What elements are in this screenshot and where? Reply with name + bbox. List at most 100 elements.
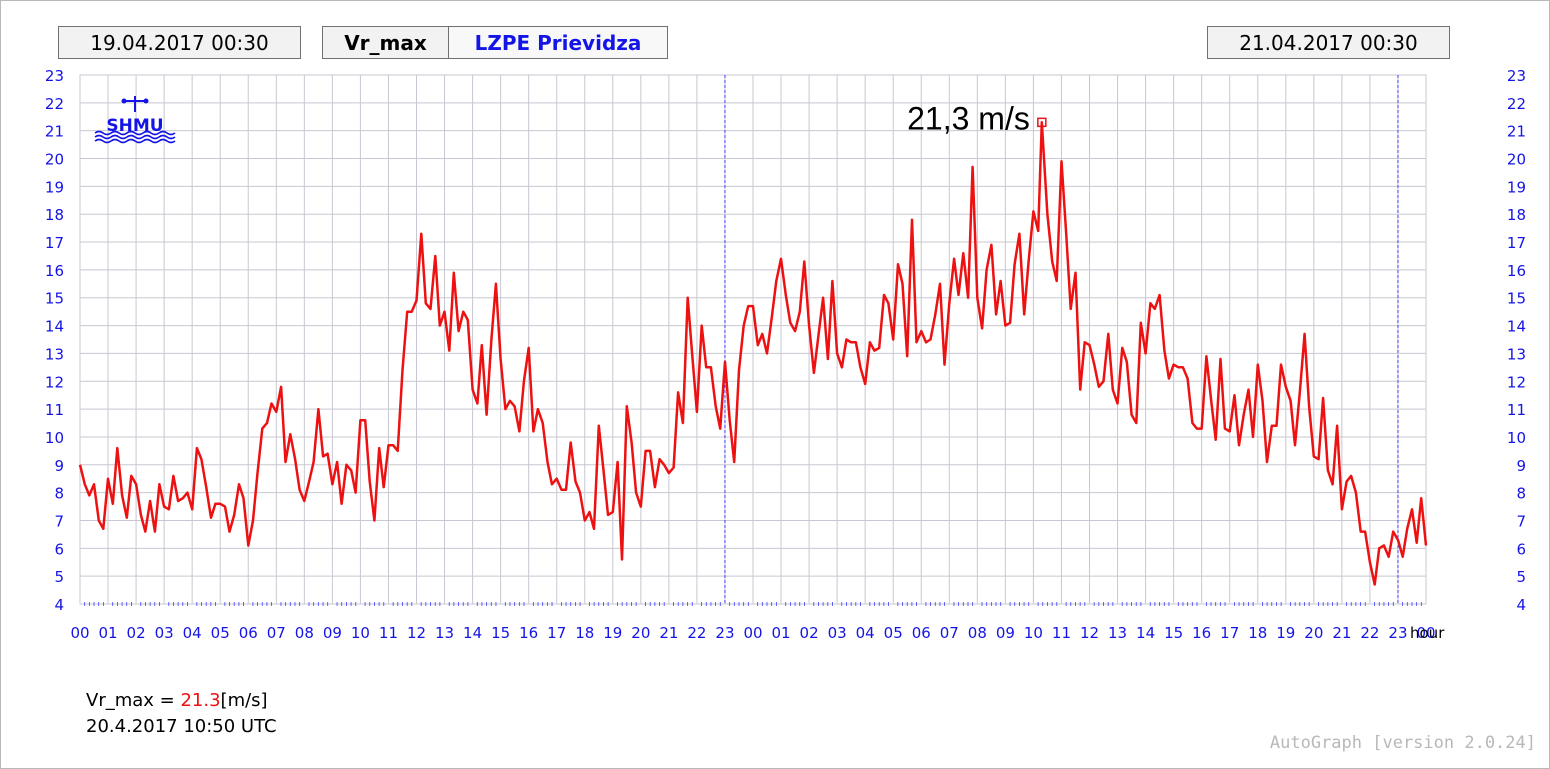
y-tick-label-left: 9 bbox=[54, 457, 64, 475]
y-tick-label-right: 23 bbox=[1507, 67, 1526, 85]
x-tick-label: 17 bbox=[547, 624, 566, 642]
start-date-label: 19.04.2017 00:30 bbox=[90, 30, 269, 55]
y-tick-label-left: 8 bbox=[54, 485, 64, 503]
x-tick-label: 18 bbox=[1248, 624, 1267, 642]
y-tick-label-right: 17 bbox=[1507, 234, 1526, 252]
x-tick-label: 14 bbox=[463, 624, 482, 642]
version-text: AutoGraph [version 2.0.24] bbox=[1269, 733, 1536, 753]
x-tick-label: 15 bbox=[491, 624, 510, 642]
y-tick-label-left: 12 bbox=[45, 373, 64, 391]
y-tick-label-left: 10 bbox=[45, 429, 64, 447]
x-tick-label: 19 bbox=[603, 624, 622, 642]
current-value-label: Vr_max = bbox=[86, 690, 175, 711]
x-tick-label: 12 bbox=[1080, 624, 1099, 642]
logo-text: SHMU bbox=[106, 116, 163, 136]
y-tick-label-right: 10 bbox=[1507, 429, 1526, 447]
x-tick-label: 17 bbox=[1220, 624, 1239, 642]
x-tick-label: 21 bbox=[659, 624, 678, 642]
x-axis: 00 01 02 03 04 05 06 07 08 09 10 11 12 13 14 15 16 17 18 19… bbox=[70, 624, 1445, 642]
y-tick-label-left: 6 bbox=[54, 540, 64, 558]
end-date-box[interactable]: 21.04.2017 00:30 bbox=[1207, 26, 1450, 59]
current-value-line: Vr_max = 21.3[m/s] bbox=[86, 690, 268, 711]
x-tick-label: 13 bbox=[435, 624, 454, 642]
x-tick-label: 13 bbox=[1108, 624, 1127, 642]
x-tick-label: 02 bbox=[127, 624, 146, 642]
y-tick-label-right: 19 bbox=[1507, 178, 1526, 196]
x-tick-label: 03 bbox=[828, 624, 847, 642]
variable-station-box: Vr_max LZPE Prievidza bbox=[322, 26, 668, 59]
y-tick-label-left: 7 bbox=[54, 512, 64, 530]
waves-icon bbox=[94, 130, 176, 144]
x-tick-label: 00 bbox=[743, 624, 762, 642]
x-tick-label: 16 bbox=[1192, 624, 1211, 642]
current-value-unit: [m/s] bbox=[220, 690, 268, 711]
y-tick-label-left: 14 bbox=[45, 318, 64, 336]
y-tick-label-right: 11 bbox=[1507, 401, 1526, 419]
x-tick-label: 19 bbox=[1276, 624, 1295, 642]
x-tick-label: 11 bbox=[1052, 624, 1071, 642]
x-tick-label: 05 bbox=[884, 624, 903, 642]
y-tick-label-right: 12 bbox=[1507, 373, 1526, 391]
end-date-label: 21.04.2017 00:30 bbox=[1239, 30, 1418, 55]
y-tick-label-right: 22 bbox=[1507, 95, 1526, 113]
x-tick-label: 02 bbox=[800, 624, 819, 642]
x-tick-label: 07 bbox=[940, 624, 959, 642]
y-tick-label-left: 15 bbox=[45, 290, 64, 308]
x-tick-label: 03 bbox=[155, 624, 174, 642]
x-tick-label: 22 bbox=[1360, 624, 1379, 642]
y-tick-label-right: 6 bbox=[1516, 540, 1526, 558]
x-tick-label: 08 bbox=[295, 624, 314, 642]
x-tick-label: 06 bbox=[239, 624, 258, 642]
y-tick-label-left: 22 bbox=[45, 95, 64, 113]
series-line-vr-max bbox=[78, 121, 1428, 586]
shmu-logo: SHMU bbox=[94, 96, 176, 144]
x-tick-label: 01 bbox=[98, 624, 117, 642]
y-tick-label-right: 7 bbox=[1516, 512, 1526, 530]
y-tick-label-left: 4 bbox=[54, 596, 64, 614]
x-tick-label: 04 bbox=[183, 624, 202, 642]
station-name[interactable]: LZPE Prievidza bbox=[449, 27, 667, 58]
x-tick-label: 00 bbox=[1416, 624, 1435, 642]
y-tick-label-right: 18 bbox=[1507, 206, 1526, 224]
x-tick-label: 00 bbox=[70, 624, 89, 642]
x-tick-label: 06 bbox=[912, 624, 931, 642]
x-tick-label: 10 bbox=[1024, 624, 1043, 642]
y-tick-label-left: 13 bbox=[45, 345, 64, 363]
x-tick-label: 20 bbox=[631, 624, 650, 642]
y-tick-label-right: 4 bbox=[1516, 596, 1526, 614]
x-tick-label: 21 bbox=[1332, 624, 1351, 642]
x-tick-label: 23 bbox=[1388, 624, 1407, 642]
y-tick-label-right: 8 bbox=[1516, 485, 1526, 503]
x-tick-label: 14 bbox=[1136, 624, 1155, 642]
x-tick-label: 01 bbox=[771, 624, 790, 642]
x-tick-label: 18 bbox=[575, 624, 594, 642]
y-tick-label-right: 5 bbox=[1516, 568, 1526, 586]
x-tick-label: 05 bbox=[211, 624, 230, 642]
x-tick-label: 22 bbox=[687, 624, 706, 642]
x-tick-label: 09 bbox=[323, 624, 342, 642]
current-value: 21.3 bbox=[180, 690, 221, 711]
y-axis-right: 4 5 6 7 8 9 10 11 12 13 14 15 16 17 18 19 20 21 22 23 bbox=[1507, 67, 1526, 614]
y-tick-label-right: 9 bbox=[1516, 457, 1526, 475]
y-tick-label-right: 16 bbox=[1507, 262, 1526, 280]
x-tick-label: 23 bbox=[715, 624, 734, 642]
variable-name[interactable]: Vr_max bbox=[323, 27, 449, 58]
max-annotation-label: 21,3 m/s bbox=[907, 100, 1030, 136]
start-date-box[interactable]: 19.04.2017 00:30 bbox=[58, 26, 301, 59]
x-tick-label: 16 bbox=[519, 624, 538, 642]
y-tick-label-right: 20 bbox=[1507, 151, 1526, 169]
y-tick-label-right: 15 bbox=[1507, 290, 1526, 308]
y-tick-label-right: 21 bbox=[1507, 123, 1526, 141]
y-tick-label-left: 16 bbox=[45, 262, 64, 280]
y-tick-label-left: 17 bbox=[45, 234, 64, 252]
y-axis-left: 4 5 6 7 8 9 10 11 12 13 14 15 16 17 18 19 20 21 22 23 bbox=[45, 67, 64, 614]
y-tick-label-right: 13 bbox=[1507, 345, 1526, 363]
x-tick-label: 20 bbox=[1304, 624, 1323, 642]
y-tick-label-left: 11 bbox=[45, 401, 64, 419]
anemometer-icon bbox=[121, 96, 149, 112]
x-axis-label: hour bbox=[1410, 624, 1445, 642]
y-tick-label-right: 14 bbox=[1507, 318, 1526, 336]
y-tick-label-left: 23 bbox=[45, 67, 64, 85]
x-tick-label: 07 bbox=[267, 624, 286, 642]
chart-grid bbox=[79, 74, 1427, 606]
